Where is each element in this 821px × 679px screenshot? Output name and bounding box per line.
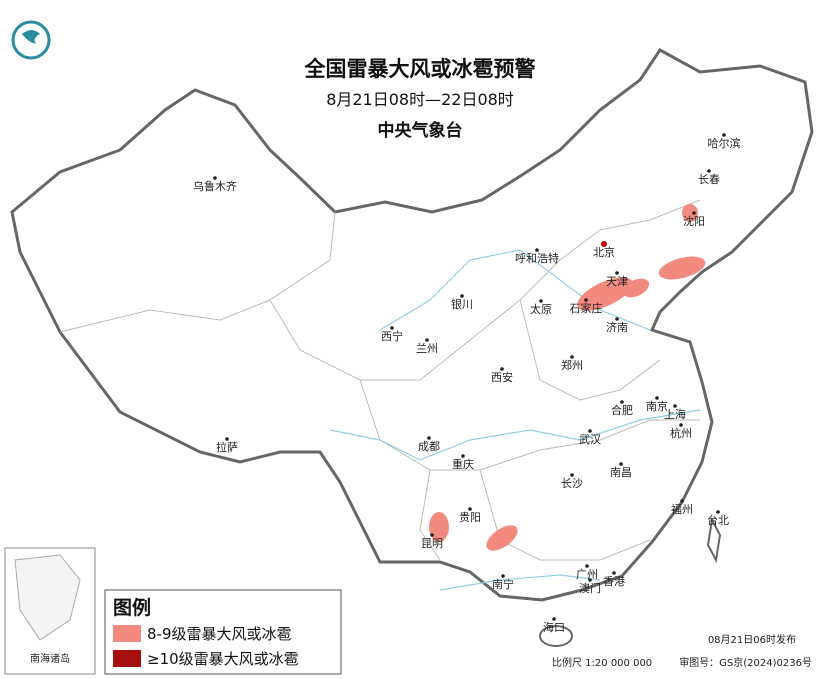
- city-dot: [225, 437, 229, 441]
- city-dot: [601, 241, 607, 247]
- title: 全国雷暴大风或冰雹预警: [304, 57, 536, 81]
- city-label: 乌鲁木齐: [193, 179, 237, 193]
- city-dot: [707, 169, 711, 173]
- city-dot: [612, 571, 616, 575]
- city-label: 南京: [646, 399, 668, 413]
- city-label: 上海: [664, 407, 686, 421]
- city-label: 西宁: [381, 329, 403, 343]
- logo-mark: [22, 30, 40, 44]
- rivers: [329, 249, 701, 591]
- issuer: 中央气象台: [378, 120, 463, 141]
- city-label: 重庆: [452, 457, 474, 471]
- city-label: 石家庄: [570, 301, 603, 315]
- city-dot: [468, 507, 472, 511]
- city-dot: [679, 423, 683, 427]
- warning-area: [682, 204, 698, 222]
- city-dot: [615, 271, 619, 275]
- warning-area: [486, 525, 518, 551]
- city-dot: [552, 617, 556, 621]
- legend-label: 8-9级雷暴大风或冰雹: [147, 625, 292, 643]
- country-outline: [10, 48, 814, 602]
- city-dot: [588, 429, 592, 433]
- city-label: 海口: [543, 620, 565, 634]
- city-label: 银川: [451, 297, 473, 311]
- scale: 比例尺 1:20 000 000: [552, 656, 652, 669]
- warning-area: [658, 256, 706, 280]
- city-label: 福州: [671, 502, 693, 516]
- city-label: 太原: [530, 303, 552, 316]
- city-dot: [655, 396, 659, 400]
- legend-label: ≥10级雷暴大风或冰雹: [147, 650, 299, 668]
- city-dot: [673, 404, 677, 408]
- city-dot: [427, 436, 431, 440]
- city-label: 昆明: [421, 537, 443, 550]
- city-label: 南宁: [492, 577, 514, 591]
- island: [539, 625, 573, 647]
- city-dot: [501, 574, 505, 578]
- inset-label: 南海诸岛: [30, 652, 70, 665]
- city-label: 哈尔滨: [708, 136, 741, 150]
- city-dot: [535, 248, 539, 252]
- subtitle: 8月21日08时—22日08时: [326, 90, 514, 109]
- warning-area: [622, 278, 650, 298]
- city-dot: [615, 317, 619, 321]
- province-borders: [59, 199, 701, 561]
- legend-title: 图例: [113, 596, 151, 619]
- city-label: 长沙: [561, 477, 583, 490]
- city-dot: [570, 473, 574, 477]
- city-dot: [500, 367, 504, 371]
- city-label: 沈阳: [683, 214, 705, 228]
- city-label: 南昌: [610, 466, 632, 479]
- city-label: 兰州: [416, 342, 438, 355]
- city-label: 武汉: [579, 433, 601, 446]
- city-label: 北京: [593, 245, 615, 259]
- city-dot: [570, 355, 574, 359]
- city-label: 呼和浩特: [515, 251, 559, 265]
- city-dot: [213, 176, 217, 180]
- city-dot: [430, 533, 434, 537]
- city-label: 台北: [707, 513, 729, 527]
- city-dot: [680, 499, 684, 503]
- city-dot: [584, 298, 588, 302]
- city-label: 郑州: [561, 358, 583, 372]
- city-dot: [692, 211, 696, 215]
- city-label: 广州: [576, 568, 598, 581]
- warning-area: [429, 512, 449, 542]
- city-dot: [390, 326, 394, 330]
- city-label: 澳门: [579, 581, 601, 595]
- city-dot: [588, 578, 592, 582]
- city-label: 合肥: [611, 403, 633, 417]
- island: [706, 516, 722, 564]
- city-label: 长春: [698, 173, 720, 186]
- city-dot: [461, 454, 465, 458]
- city-label: 西安: [491, 370, 513, 384]
- city-dot: [716, 510, 720, 514]
- legend-swatch: [113, 625, 141, 642]
- city-label: 济南: [606, 320, 628, 334]
- map-approval: 审图号：GS京(2024)0236号: [679, 656, 812, 669]
- city-label: 贵阳: [459, 511, 481, 524]
- city-label: 杭州: [670, 426, 692, 440]
- issue-time: 08月21日06时发布: [708, 633, 796, 646]
- city-label: 成都: [418, 440, 440, 453]
- city-label: 天津: [606, 275, 628, 288]
- city-dot: [585, 564, 589, 568]
- warning-area: [577, 277, 633, 311]
- city-label: 拉萨: [216, 440, 238, 454]
- city-dot: [460, 294, 464, 298]
- legend-frame: [104, 589, 342, 675]
- city-dot: [620, 400, 624, 404]
- city-dot: [425, 338, 429, 342]
- legend-swatch: [113, 650, 141, 667]
- city-dot: [722, 133, 726, 137]
- city-label: 香港: [603, 575, 625, 588]
- city-dot: [539, 299, 543, 303]
- inset-map: [14, 554, 81, 641]
- city-dot: [619, 462, 623, 466]
